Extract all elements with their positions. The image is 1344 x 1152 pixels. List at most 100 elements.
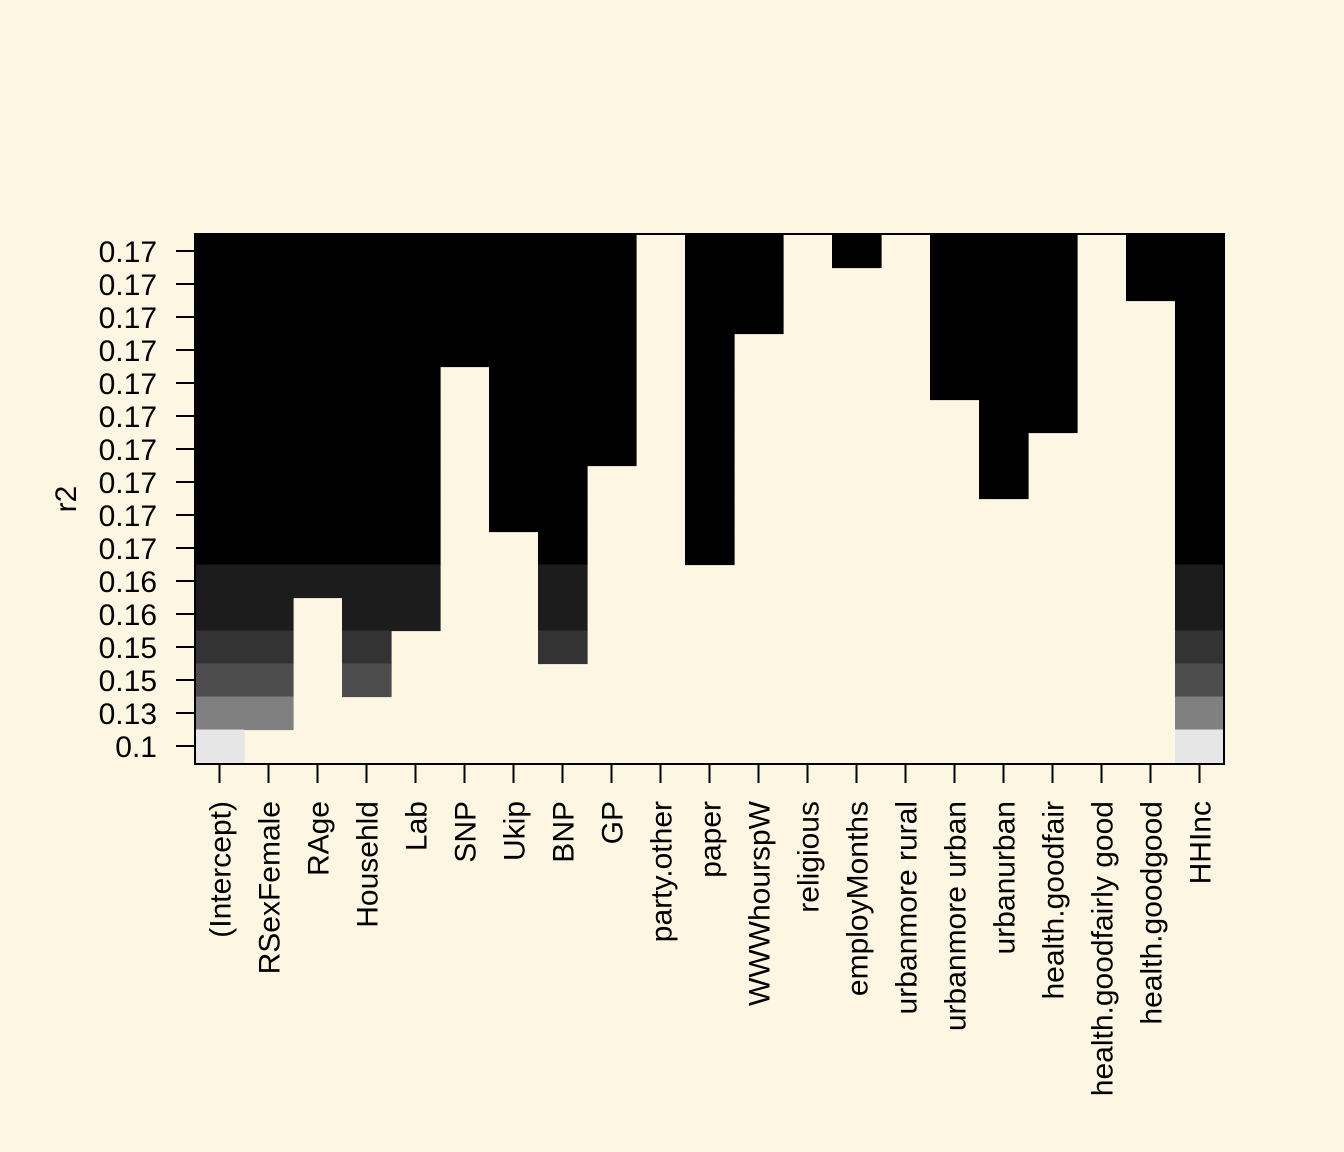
- heatmap-cell: [244, 300, 294, 335]
- heatmap-cell: [342, 630, 392, 665]
- heatmap-cell: [293, 531, 343, 566]
- heatmap-cell: [342, 399, 392, 434]
- heatmap-cell: [538, 399, 588, 434]
- heatmap-cell: [587, 399, 637, 434]
- heatmap-cell: [195, 234, 245, 269]
- heatmap-cell: [1175, 564, 1225, 599]
- heatmap-cell: [342, 432, 392, 467]
- heatmap-cell: [1028, 366, 1078, 401]
- heatmap-cell: [244, 630, 294, 665]
- x-tick-label: Lab: [401, 801, 434, 851]
- heatmap-cell: [195, 696, 245, 731]
- heatmap-cell: [979, 300, 1029, 335]
- heatmap-cell: [1028, 234, 1078, 269]
- heatmap-cell: [489, 333, 539, 368]
- x-tick-label: party.other: [646, 801, 679, 942]
- x-tick-label: urbanmore urban: [940, 801, 973, 1031]
- heatmap-cell: [293, 399, 343, 434]
- heatmap-cell: [342, 333, 392, 368]
- heatmap-cell: [391, 432, 441, 467]
- heatmap-cell: [1126, 267, 1176, 302]
- heatmap-cell: [1028, 399, 1078, 434]
- heatmap-cell: [489, 432, 539, 467]
- heatmap-cell: [342, 498, 392, 533]
- y-tick-label: 0.17: [99, 269, 157, 302]
- heatmap-cell: [195, 531, 245, 566]
- y-tick-label: 0.16: [99, 566, 157, 599]
- heatmap-cell: [293, 234, 343, 269]
- heatmap-cell: [930, 234, 980, 269]
- heatmap-cell: [391, 465, 441, 500]
- heatmap-cell: [734, 300, 784, 335]
- x-tick-label: health.goodfairly good: [1087, 801, 1120, 1096]
- heatmap-cell: [440, 300, 490, 335]
- heatmap-cell: [685, 333, 735, 368]
- heatmap-cells: [195, 234, 1225, 764]
- heatmap-cell: [734, 267, 784, 302]
- heatmap-cell: [342, 234, 392, 269]
- x-tick-label: SNP: [450, 801, 483, 863]
- heatmap-cell: [489, 399, 539, 434]
- heatmap-cell: [538, 300, 588, 335]
- heatmap-cell: [195, 465, 245, 500]
- heatmap-cell: [734, 234, 784, 269]
- heatmap-cell: [195, 300, 245, 335]
- heatmap-cell: [979, 366, 1029, 401]
- y-axis: 0.170.170.170.170.170.170.170.170.170.17…: [99, 236, 195, 764]
- heatmap-cell: [1175, 333, 1225, 368]
- x-tick-label: RAge: [303, 801, 336, 876]
- heatmap-cell: [293, 333, 343, 368]
- heatmap-cell: [489, 366, 539, 401]
- heatmap-cell: [587, 432, 637, 467]
- heatmap-cell: [538, 267, 588, 302]
- heatmap-cell: [244, 597, 294, 632]
- x-tick-label: health.goodfair: [1038, 801, 1071, 1000]
- heatmap-cell: [244, 333, 294, 368]
- x-tick-label: urbanurban: [989, 801, 1022, 954]
- y-tick-label: 0.13: [99, 698, 157, 731]
- y-tick-label: 0.17: [99, 335, 157, 368]
- heatmap-cell: [391, 267, 441, 302]
- heatmap-cell: [979, 267, 1029, 302]
- x-tick-label: religious: [793, 801, 826, 913]
- heatmap-cell: [489, 267, 539, 302]
- heatmap-cell: [293, 498, 343, 533]
- heatmap-cell: [930, 366, 980, 401]
- heatmap-cell: [244, 465, 294, 500]
- heatmap-cell: [538, 597, 588, 632]
- heatmap-cell: [587, 333, 637, 368]
- heatmap-cell: [832, 234, 882, 269]
- heatmap-cell: [1126, 234, 1176, 269]
- heatmap-cell: [342, 465, 392, 500]
- heatmap-cell: [979, 234, 1029, 269]
- heatmap-cell: [489, 300, 539, 335]
- heatmap-cell: [293, 564, 343, 599]
- heatmap-cell: [685, 300, 735, 335]
- y-tick-label: 0.17: [99, 368, 157, 401]
- heatmap-cell: [391, 564, 441, 599]
- heatmap-cell: [1175, 465, 1225, 500]
- x-tick-label: health.goodgood: [1136, 801, 1169, 1025]
- x-tick-label: HHInc: [1185, 801, 1218, 884]
- heatmap-cell: [195, 432, 245, 467]
- heatmap-cell: [391, 498, 441, 533]
- heatmap-cell: [391, 234, 441, 269]
- heatmap-cell: [930, 267, 980, 302]
- y-tick-label: 0.17: [99, 533, 157, 566]
- heatmap-cell: [1175, 432, 1225, 467]
- y-tick-label: 0.16: [99, 599, 157, 632]
- heatmap-cell: [538, 498, 588, 533]
- heatmap-cell: [244, 432, 294, 467]
- heatmap-cell: [244, 564, 294, 599]
- heatmap-cell: [342, 366, 392, 401]
- y-tick-label: 0.17: [99, 236, 157, 269]
- y-tick-label: 0.17: [99, 434, 157, 467]
- heatmap-cell: [391, 366, 441, 401]
- heatmap-cell: [1175, 399, 1225, 434]
- x-tick-label: (Intercept): [205, 801, 238, 938]
- heatmap-cell: [244, 498, 294, 533]
- heatmap-cell: [195, 663, 245, 698]
- heatmap-cell: [1175, 696, 1225, 731]
- heatmap-cell: [244, 531, 294, 566]
- heatmap-cell: [440, 333, 490, 368]
